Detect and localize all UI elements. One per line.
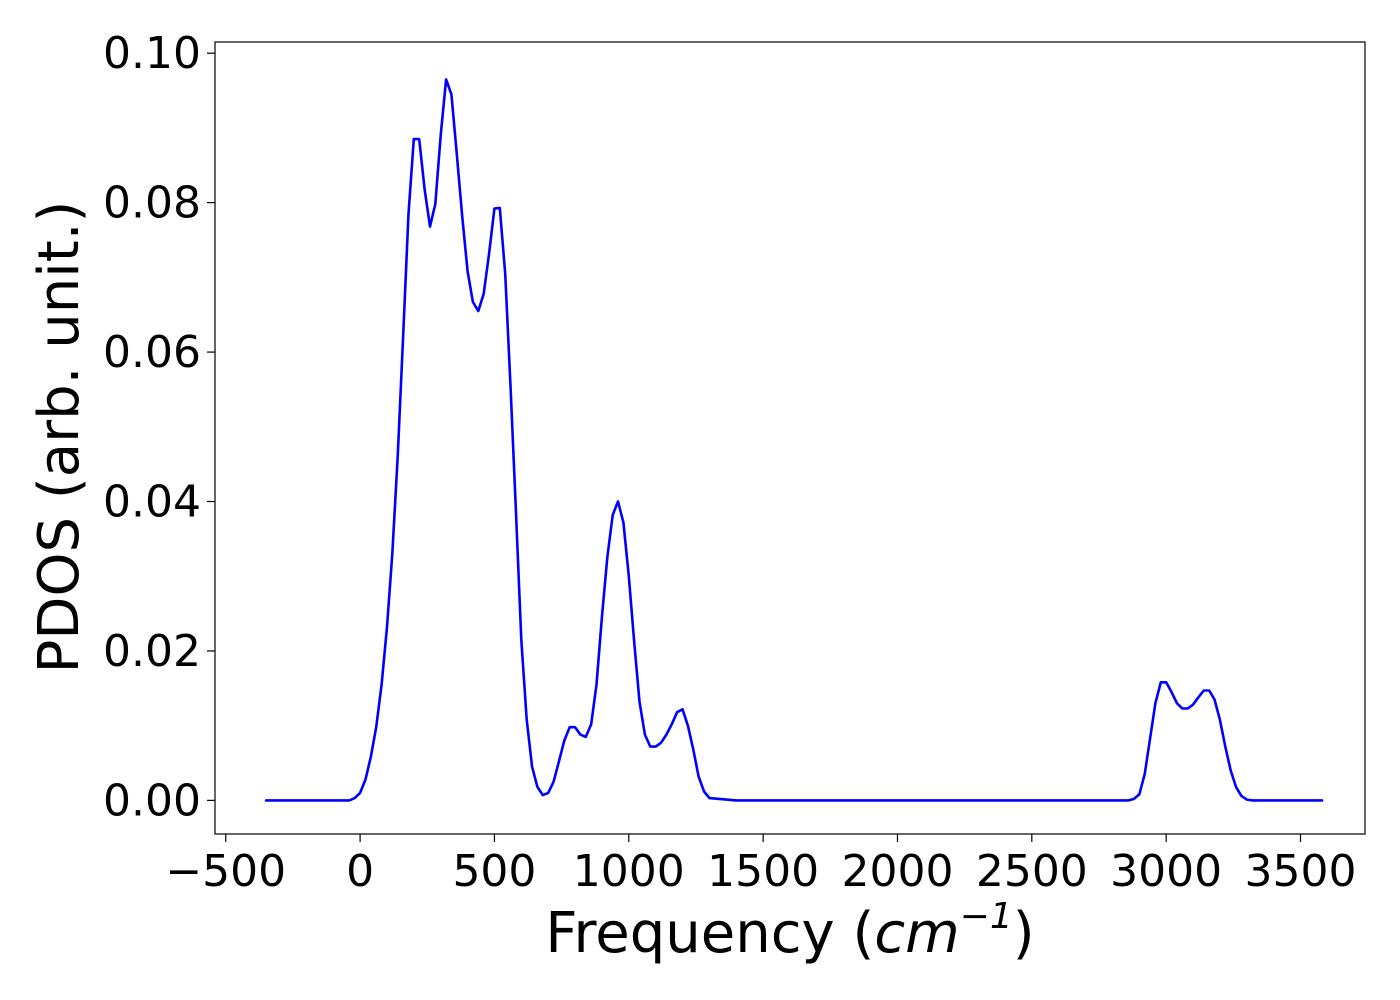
- y-tick-label: 0.10: [103, 28, 201, 79]
- y-tick-label: 0.04: [103, 477, 201, 528]
- pdos-line: [264, 78, 1324, 802]
- x-tick-label: 1500: [707, 846, 819, 897]
- x-axis-label-exponent: −1: [960, 896, 1013, 937]
- y-tick-label: 0.00: [103, 775, 201, 826]
- x-tick-label: 3000: [1110, 846, 1222, 897]
- x-axis-label: Frequency (cm−1): [545, 896, 1034, 966]
- y-tick-label: 0.06: [103, 327, 201, 378]
- x-axis-label-unit: cm: [874, 901, 959, 966]
- x-tick-label: 0: [346, 846, 374, 897]
- x-tick-label: 2000: [841, 846, 953, 897]
- x-tick-label: 500: [452, 846, 536, 897]
- y-tick-label: 0.08: [103, 178, 201, 229]
- axes-frame: [214, 41, 1366, 835]
- x-tick-label: −500: [165, 846, 286, 897]
- y-axis-ticks: 0.00 0.02 0.04 0.06 0.08 0.10: [103, 28, 215, 826]
- x-tick-label: 1000: [573, 846, 685, 897]
- y-tick-label: 0.02: [103, 626, 201, 677]
- x-axis-label-close: ): [1013, 901, 1035, 966]
- x-axis-label-text: Frequency (: [545, 901, 874, 966]
- x-axis-ticks: −500 0 500 1000 1500 2000 2500 3000 3500: [165, 834, 1357, 897]
- x-tick-label: 2500: [976, 846, 1088, 897]
- y-axis-label: PDOS (arb. unit.): [27, 201, 92, 674]
- x-tick-label: 3500: [1245, 846, 1357, 897]
